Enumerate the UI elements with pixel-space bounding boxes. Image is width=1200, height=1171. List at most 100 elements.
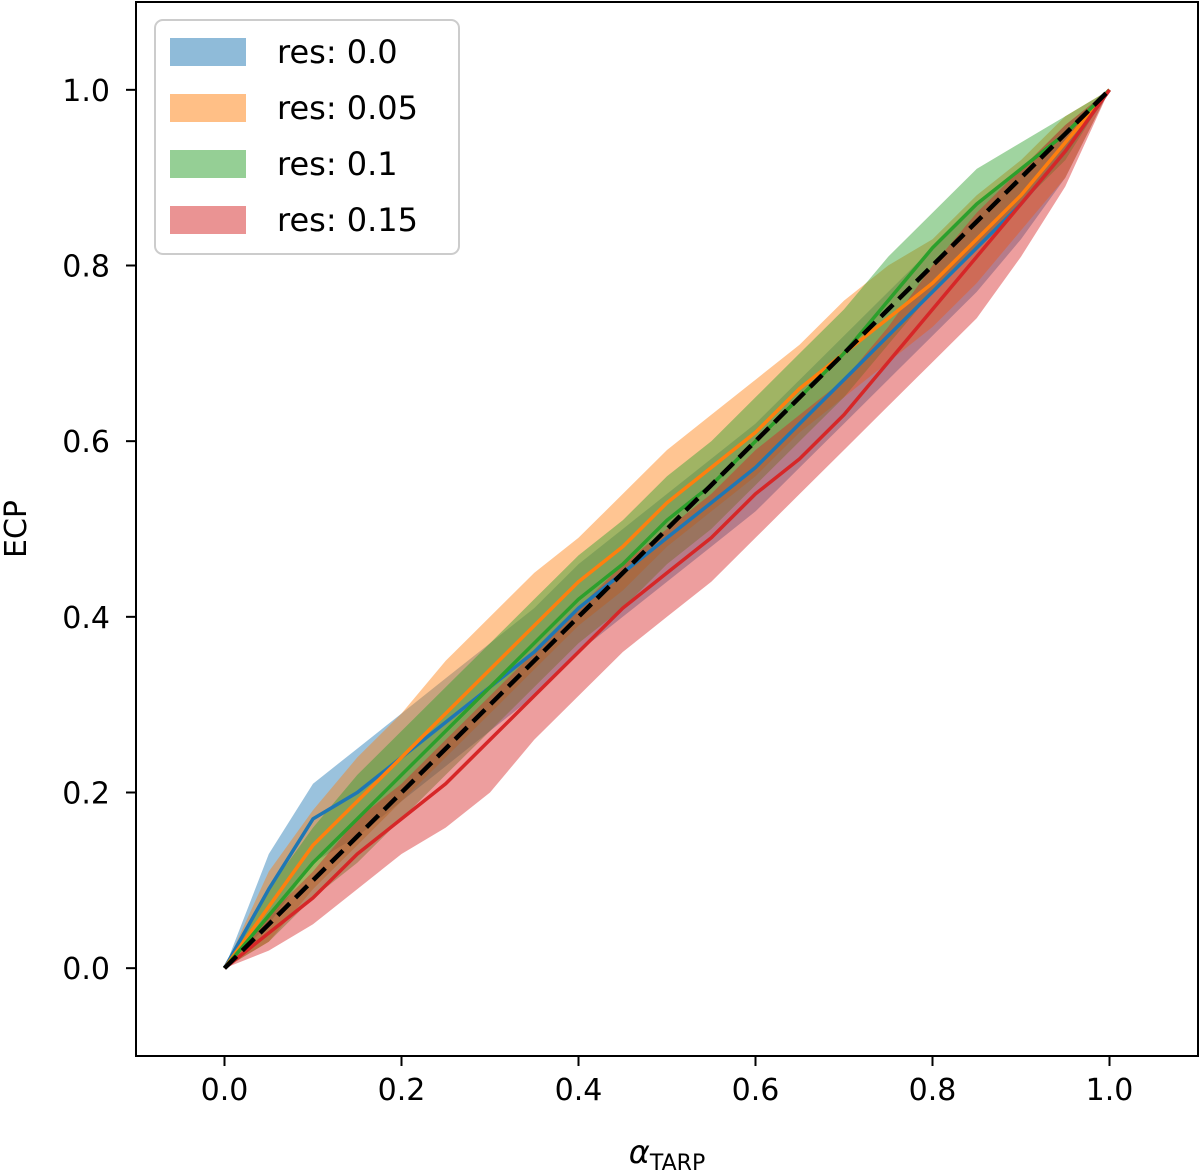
- legend: res: 0.0 res: 0.05 res: 0.1 res: 0.15: [154, 19, 460, 255]
- point-series-3-12: [755, 493, 757, 495]
- point-series-3-15: [887, 361, 889, 363]
- point-series-0-17: [976, 247, 978, 249]
- point-series-1-2: [312, 844, 314, 846]
- point-series-3-9: [622, 607, 624, 609]
- point-series-2-6: [489, 686, 491, 688]
- point-series-2-4: [401, 774, 403, 776]
- point-series-2-17: [976, 203, 978, 205]
- point-series-2-3: [357, 818, 359, 820]
- point-series-2-7: [533, 642, 535, 644]
- point-series-1-4: [401, 757, 403, 759]
- x-tick-label: 0.2: [378, 1073, 426, 1108]
- line-series-0: [222, 88, 1111, 970]
- point-series-0-2: [312, 818, 314, 820]
- legend-swatch: [170, 206, 246, 234]
- legend-label: res: 0.15: [277, 201, 418, 239]
- series-lines: [222, 88, 1112, 970]
- legend-label: res: 0.05: [277, 89, 418, 127]
- point-series-0-14: [843, 379, 845, 381]
- point-series-0-12: [755, 467, 757, 469]
- point-series-3-17: [976, 256, 978, 258]
- point-series-0-13: [799, 423, 801, 425]
- y-axis-ticks: 0.0 0.2 0.4 0.6 0.8 1.0: [62, 74, 136, 987]
- x-axis-label: αTARP: [629, 1133, 705, 1171]
- point-series-0-3: [357, 792, 359, 794]
- point-series-1-5: [445, 713, 447, 715]
- point-series-1-6: [489, 669, 491, 671]
- point-series-3-19: [1065, 151, 1067, 153]
- point-series-2-12: [755, 440, 757, 442]
- point-series-1-13: [799, 388, 801, 390]
- point-series-1-17: [976, 238, 978, 240]
- point-series-0-11: [711, 502, 713, 504]
- point-series-0-8: [578, 607, 580, 609]
- point-series-3-11: [711, 537, 713, 539]
- x-tick-label: 1.0: [1086, 1073, 1134, 1108]
- point-series-2-14: [843, 353, 845, 355]
- point-series-3-7: [533, 695, 535, 697]
- point-series-0-16: [932, 291, 934, 293]
- point-series-0-15: [887, 335, 889, 337]
- legend-label: res: 0.0: [277, 33, 398, 71]
- legend-swatch: [170, 38, 246, 66]
- point-series-0-7: [533, 651, 535, 653]
- point-series-2-16: [932, 247, 934, 249]
- point-series-3-3: [357, 853, 359, 855]
- point-series-1-12: [755, 432, 757, 434]
- x-tick-label: 0.4: [555, 1073, 603, 1108]
- point-series-2-2: [312, 862, 314, 864]
- y-tick-label: 0.4: [62, 601, 110, 636]
- point-series-1-8: [578, 581, 580, 583]
- point-series-1-3: [357, 801, 359, 803]
- point-series-3-8: [578, 651, 580, 653]
- point-series-3-4: [401, 818, 403, 820]
- point-series-3-14: [843, 414, 845, 416]
- legend-label: res: 0.1: [277, 145, 398, 183]
- point-series-2-9: [622, 563, 624, 565]
- x-axis-ticks: 0.0 0.2 0.4 0.6 0.8 1.0: [201, 1056, 1134, 1108]
- point-series-2-18: [1020, 168, 1022, 170]
- y-axis-label: ECP: [0, 500, 34, 558]
- point-series-3-16: [932, 309, 934, 311]
- point-series-1-18: [1020, 194, 1022, 196]
- point-series-3-18: [1020, 203, 1022, 205]
- point-series-2-15: [887, 300, 889, 302]
- point-series-0-10: [666, 537, 668, 539]
- point-series-0-1: [268, 888, 270, 890]
- legend-swatch: [170, 150, 246, 178]
- point-series-1-9: [622, 546, 624, 548]
- line-series-3: [223, 88, 1111, 970]
- x-tick-label: 0.6: [732, 1073, 780, 1108]
- legend-frame: [154, 19, 460, 255]
- point-series-2-1: [268, 915, 270, 917]
- plot-frame: [135, 1, 1199, 1057]
- point-series-1-1: [268, 906, 270, 908]
- point-series-2-10: [666, 519, 668, 521]
- y-tick-label: 0.8: [62, 250, 110, 285]
- point-series-1-10: [666, 502, 668, 504]
- y-tick-label: 0.0: [62, 952, 110, 987]
- y-tick-label: 1.0: [62, 74, 110, 109]
- reference-diagonal-line: [222, 88, 1112, 970]
- point-series-3-6: [489, 739, 491, 741]
- line-series-1: [223, 88, 1111, 970]
- point-series-1-11: [711, 467, 713, 469]
- point-series-3-13: [799, 458, 801, 460]
- point-series-3-5: [445, 783, 447, 785]
- x-axis-label-subscript: TARP: [649, 1151, 705, 1171]
- line-series-2: [223, 88, 1111, 970]
- point-series-3-2: [312, 897, 314, 899]
- x-tick-label: 0.8: [909, 1073, 957, 1108]
- point-series-1-16: [932, 282, 934, 284]
- x-axis-label-symbol: α: [629, 1133, 650, 1171]
- point-series-2-8: [578, 599, 580, 601]
- point-series-0-5: [445, 721, 447, 723]
- legend-swatch: [170, 94, 246, 122]
- point-series-2-5: [445, 730, 447, 732]
- point-series-1-15: [887, 317, 889, 319]
- x-tick-label: 0.0: [201, 1073, 249, 1108]
- point-series-1-19: [1065, 142, 1067, 144]
- point-series-1-7: [533, 625, 535, 627]
- point-series-3-10: [666, 572, 668, 574]
